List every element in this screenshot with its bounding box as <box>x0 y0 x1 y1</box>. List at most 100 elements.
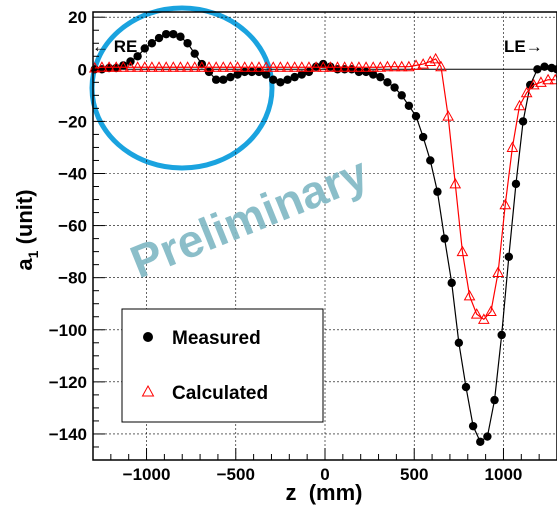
data-point-calculated <box>281 61 294 72</box>
data-point-calculated <box>499 198 512 210</box>
highlight-layer <box>89 5 275 171</box>
data-point-calculated <box>367 61 380 72</box>
y-axis-title: a1 (unit) <box>12 189 41 270</box>
data-point-calculated <box>217 61 230 72</box>
data-point-calculated <box>395 60 408 72</box>
data-point-calculated <box>324 61 337 72</box>
data-point-calculated <box>153 61 165 72</box>
legend-box <box>121 308 324 423</box>
data-point-calculated <box>103 61 115 72</box>
data-point-calculated <box>513 99 526 111</box>
data-point-calculated <box>146 61 158 72</box>
re-label: ← RE <box>92 37 137 56</box>
series-line-calculated <box>94 58 556 321</box>
data-point-calculated <box>442 110 454 121</box>
data-point-calculated <box>167 61 180 72</box>
data-point-measured <box>511 179 521 189</box>
data-point-measured <box>476 437 485 446</box>
data-point-calculated <box>224 61 237 72</box>
data-point-measured <box>497 330 506 340</box>
data-point-measured <box>297 70 306 79</box>
data-point-calculated <box>381 60 394 72</box>
data-point-calculated <box>417 58 430 69</box>
x-tick-label: −1000 <box>123 465 171 484</box>
x-axis-title: z (mm) <box>286 480 363 505</box>
data-point-calculated <box>288 61 301 72</box>
data-point-calculated <box>470 308 483 319</box>
data-point-measured <box>440 234 449 243</box>
x-tick-label: −500 <box>217 465 255 484</box>
y-tick-label: −80 <box>58 269 87 288</box>
data-point-measured <box>504 252 514 262</box>
x-tick-label: 500 <box>400 465 428 484</box>
data-point-measured <box>533 65 542 74</box>
y-tick-label: −120 <box>49 373 87 392</box>
data-point-measured <box>233 70 242 79</box>
legend-label-measured: Measured <box>172 328 261 349</box>
data-point-calculated <box>456 245 469 257</box>
data-point-measured <box>240 67 249 77</box>
data-point-calculated <box>253 61 265 72</box>
y-tick-label: −40 <box>58 164 87 183</box>
data-point-calculated <box>174 61 187 72</box>
data-point-measured <box>154 33 164 43</box>
data-point-measured <box>147 39 157 48</box>
data-point-measured <box>454 338 464 347</box>
data-point-calculated <box>449 177 462 189</box>
data-point-measured <box>247 67 257 77</box>
data-point-measured <box>483 432 492 441</box>
y-tick-label: −60 <box>58 217 87 236</box>
data-point-calculated <box>317 61 330 72</box>
x-tick-label: 1000 <box>485 465 523 484</box>
data-point-measured <box>461 382 471 392</box>
legend-marker-calculated <box>141 384 155 397</box>
data-point-calculated <box>231 61 244 72</box>
data-point-measured <box>404 101 414 110</box>
data-point-measured <box>169 29 178 39</box>
y-tick-label: −20 <box>58 112 87 131</box>
data-point-calculated <box>424 55 437 66</box>
data-point-measured <box>540 62 549 71</box>
data-point-calculated <box>210 61 222 72</box>
data-point-measured <box>397 91 406 100</box>
legend-label-calculated: Calculated <box>172 383 268 404</box>
data-point-measured <box>354 67 364 77</box>
data-point-measured <box>261 70 271 79</box>
data-point-calculated <box>506 141 519 152</box>
data-point-calculated <box>403 60 415 72</box>
data-point-measured <box>140 44 149 53</box>
axis-ticks: −1000 −500 0 500 1000 20 0 −20 −40 −60 −80 −100 −120… <box>49 8 557 484</box>
series-layer <box>88 29 557 446</box>
data-point-measured <box>376 72 385 82</box>
data-point-calculated <box>353 61 365 72</box>
data-point-measured <box>552 65 557 74</box>
data-point-measured <box>518 117 528 126</box>
data-point-calculated <box>360 61 372 72</box>
data-point-measured <box>290 72 299 82</box>
data-point-calculated <box>527 78 540 90</box>
data-point-measured <box>269 75 278 84</box>
data-point-calculated <box>477 313 490 324</box>
y-axis-title-main: a <box>12 258 37 271</box>
y-tick-label: −100 <box>49 321 87 340</box>
data-point-calculated <box>520 86 533 98</box>
data-point-calculated <box>463 289 476 301</box>
data-point-calculated <box>435 60 447 72</box>
data-point-measured <box>176 32 185 41</box>
le-label: LE→ <box>504 37 543 56</box>
data-point-calculated <box>535 76 547 87</box>
data-point-calculated <box>160 61 173 72</box>
data-point-calculated <box>188 61 201 72</box>
data-point-calculated <box>181 61 194 72</box>
data-point-measured <box>490 395 499 405</box>
data-point-measured <box>204 67 214 77</box>
data-point-calculated <box>492 266 504 277</box>
data-point-calculated <box>274 61 287 72</box>
y-axis-title-rest: (unit) <box>12 189 37 250</box>
data-point-measured <box>426 156 435 165</box>
data-point-measured <box>361 67 371 77</box>
data-point-calculated <box>238 61 251 72</box>
data-point-calculated <box>131 61 144 72</box>
data-point-calculated <box>374 61 387 72</box>
data-point-measured <box>283 75 292 84</box>
